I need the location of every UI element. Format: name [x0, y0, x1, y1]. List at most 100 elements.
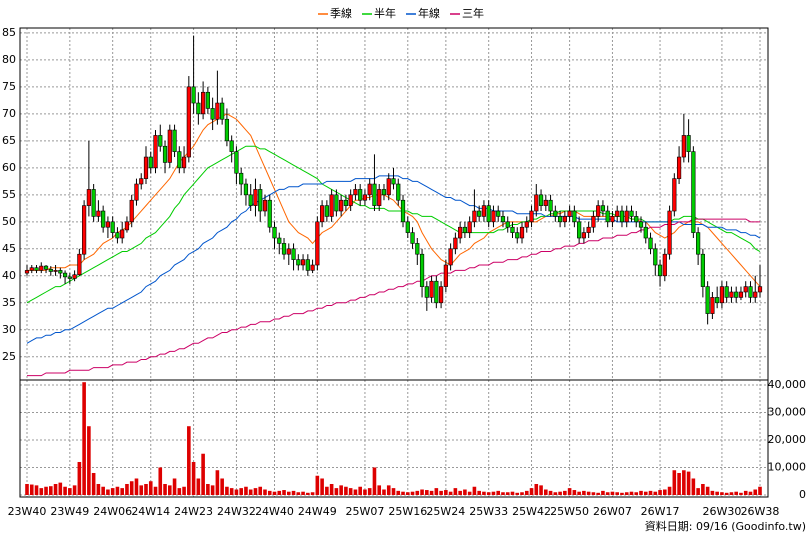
volume-bar	[672, 470, 677, 495]
x-tick-label: 26W17	[641, 505, 680, 518]
volume-bar	[144, 483, 148, 495]
candle-body	[491, 210, 496, 223]
volume-bar	[610, 491, 615, 495]
y2-tick-label: 10,000	[768, 460, 807, 473]
volume-bar	[234, 489, 239, 495]
candle-body	[624, 210, 629, 223]
volume-bar	[382, 489, 386, 495]
volume-bar	[239, 488, 243, 495]
candle-body	[729, 291, 734, 298]
volume-bar	[286, 491, 291, 495]
volume-bar	[415, 490, 420, 495]
volume-bar	[539, 485, 543, 495]
candle-body	[348, 194, 353, 206]
candle-body	[82, 205, 87, 255]
candle-body	[519, 226, 525, 239]
candle-body	[453, 237, 458, 250]
candle-body	[234, 151, 239, 174]
candle-body	[215, 102, 220, 120]
candle-body	[710, 297, 715, 314]
volume-bar	[667, 486, 672, 495]
candle-body	[367, 183, 372, 196]
candle-body	[377, 189, 382, 206]
candle-body	[743, 286, 748, 293]
volume-bar	[477, 490, 481, 495]
candle-body	[248, 194, 253, 206]
volume-bar	[187, 426, 191, 495]
candle-body	[129, 199, 134, 223]
volume-bar	[758, 486, 762, 495]
candle-body	[515, 232, 520, 239]
candle-body	[372, 183, 377, 206]
volume-bar	[358, 486, 362, 495]
candle-body	[629, 210, 634, 217]
x-tick-label: 26W38	[741, 505, 780, 518]
volume-bar	[225, 486, 229, 495]
volume-bar	[372, 467, 377, 495]
volume-bar	[177, 488, 182, 495]
x-tick-label: 26W07	[593, 505, 632, 518]
volume-bar	[110, 488, 115, 495]
candle-body	[534, 194, 539, 212]
volume-bar	[405, 492, 410, 495]
volume-bar	[296, 492, 301, 495]
volume-bar	[291, 490, 296, 495]
candle-body	[500, 216, 506, 223]
candle-body	[243, 183, 249, 196]
candle-body	[300, 259, 306, 266]
x-tick-label: 25W16	[388, 505, 427, 518]
volume-bar	[658, 490, 662, 495]
volume-bar	[258, 486, 263, 495]
candle-body	[329, 194, 334, 217]
legend-label: 季線	[330, 6, 352, 20]
volume-bar	[529, 488, 534, 495]
volume-bar	[115, 486, 120, 495]
candle-body	[419, 253, 425, 287]
volume-bar	[486, 492, 491, 495]
x-tick-label: 23W49	[50, 505, 89, 518]
volume-bar	[491, 491, 496, 495]
volume-bar	[96, 483, 101, 495]
volume-bar	[743, 490, 748, 495]
candle-body	[477, 210, 482, 217]
volume-bar	[563, 490, 567, 495]
candle-body	[548, 199, 553, 212]
candle-body	[577, 221, 582, 239]
candle-body	[715, 297, 720, 304]
candle-body	[619, 210, 625, 223]
volume-bar	[367, 488, 372, 495]
volume-bar	[639, 490, 643, 495]
candle-body	[67, 276, 72, 279]
footer: 資料日期: 09/16 (Goodinfo.tw)	[645, 519, 806, 533]
volume-bar	[172, 478, 177, 495]
volume-bar	[624, 492, 629, 495]
volume-bar	[134, 478, 139, 495]
volume-bar	[325, 486, 329, 495]
candle-body	[443, 264, 448, 287]
volume-bar	[391, 488, 396, 495]
candle-body	[153, 135, 158, 169]
volume-bar	[505, 492, 510, 495]
candle-body	[177, 151, 182, 169]
volume-bar	[272, 491, 277, 495]
candle-body	[676, 156, 682, 179]
candle-body	[120, 229, 125, 239]
volume-bar	[544, 489, 548, 495]
candle-body	[115, 232, 120, 239]
volume-bar	[301, 491, 305, 495]
volume-bar	[572, 490, 577, 495]
volume-bar	[591, 492, 596, 495]
candle-body	[339, 199, 344, 212]
candle-body	[586, 226, 591, 233]
volume-bar	[182, 486, 186, 495]
candle-body	[358, 189, 363, 201]
candle-body	[643, 226, 648, 239]
candle-body	[553, 210, 558, 217]
candle-body	[657, 264, 663, 277]
volume-bar	[29, 484, 34, 495]
volume-bar	[329, 483, 334, 495]
candle-body	[139, 178, 144, 185]
volume-bar	[282, 490, 286, 495]
candle-body	[438, 286, 444, 304]
volume-bar	[206, 483, 210, 495]
